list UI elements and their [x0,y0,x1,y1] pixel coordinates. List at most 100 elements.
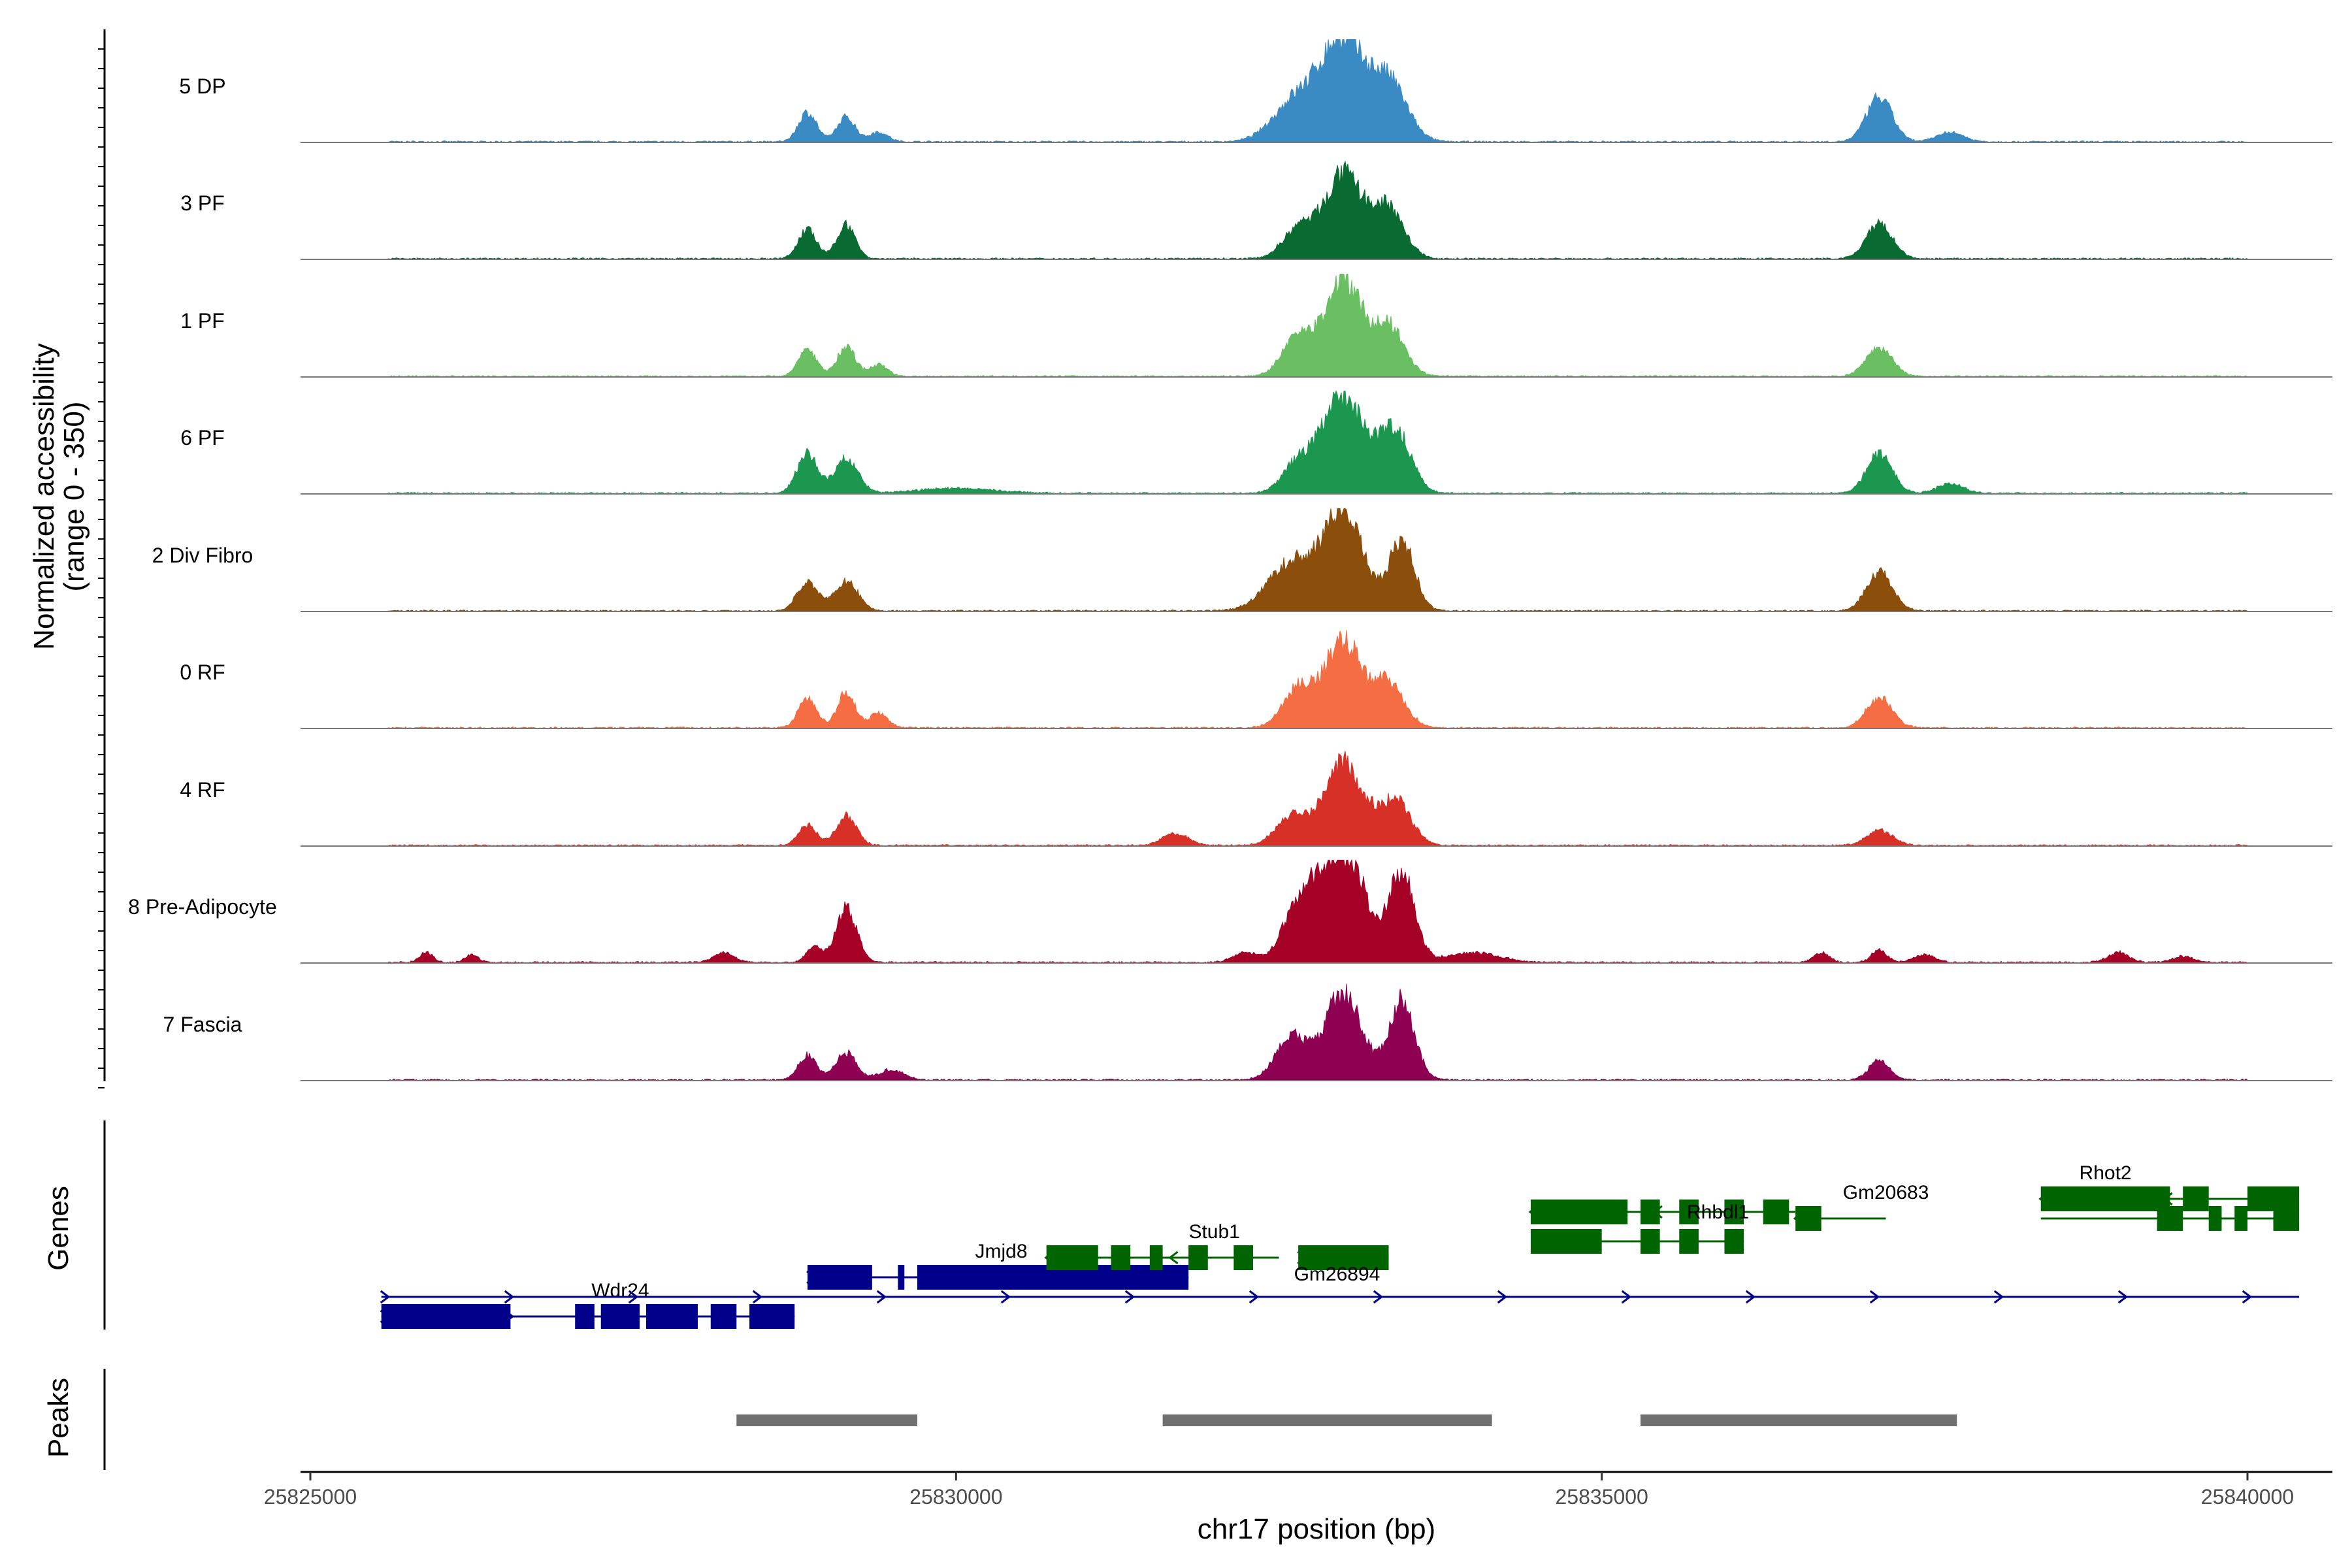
track-8-pre-adipocyte: 8 Pre-Adipocyte [128,858,2332,964]
strand-arrow [876,1290,887,1304]
gene-annotation-panel: Wdr24 Jmjd8 Stub1 Gm26894 Rhbdl1 Gm20683 Rhot2 [103,1120,2300,1330]
x-tick-label: 25830000 [909,1485,1002,1509]
track-label: 3 PF [180,191,225,215]
x-tick-label: 25825000 [264,1485,357,1509]
strand-arrow [1993,1290,2004,1304]
gene-exon [2234,1206,2247,1231]
gene-label: Wdr24 [591,1280,649,1301]
gene-label: Jmjd8 [975,1241,1028,1262]
peak-bar [1640,1414,1957,1426]
transcript-rhbdl1-tx2 [1530,1229,1744,1254]
gene-exon [1188,1245,1208,1270]
gene-exon [1763,1200,1789,1224]
gene-exon [645,1304,698,1329]
x-axis: 25825000 25830000 25835000 25840000 [264,1471,2332,1509]
gene-label: Rhot2 [2080,1162,2132,1184]
gene-label: Gm26894 [1294,1264,1380,1285]
coverage-area [310,39,2249,143]
gene-exon [1530,1229,1602,1254]
gene-rhbdl1: Rhbdl1 [1528,1200,1796,1224]
track-label: 5 DP [179,74,225,98]
gene-exon [1679,1229,1699,1254]
coverage-area [310,751,2248,847]
gene-gm26894: Gm26894 [1294,1245,1389,1285]
peaks-axis-title: Peaks [42,1378,74,1458]
strand-arrow [2242,1290,2253,1304]
track-label: 4 RF [180,778,225,802]
gene-exon [1724,1200,1744,1224]
gene-gm20683: Gm20683 [1793,1182,1929,1231]
gene-label: Rhbdl1 [1687,1201,1749,1223]
track-4-rf: 4 RF [180,751,2332,847]
gene-exon [575,1304,595,1329]
gene-label: Gm20683 [1843,1182,1929,1203]
strand-arrow [380,1290,391,1304]
strand-arrow [1000,1290,1011,1304]
gene-exon [381,1304,511,1329]
gene-exon [1233,1245,1253,1270]
gene-wdr24-long [380,1290,2300,1304]
gene-exon [1298,1245,1389,1270]
strand-arrow [1124,1290,1135,1304]
gene-exon [1046,1245,1098,1270]
x-tick-label: 25840000 [2201,1485,2294,1509]
track-7-fascia: 7 Fascia [163,983,2332,1081]
coverage-area [310,983,2248,1081]
strand-arrow [1745,1290,1756,1304]
coverage-area [310,630,2248,729]
track-label: 7 Fascia [163,1013,242,1036]
gene-exon [1795,1206,1821,1231]
gene-exon [898,1265,905,1290]
gene-exon [1640,1200,1660,1224]
track-1-pf: 1 PF [180,274,2332,378]
track-label: 0 RF [180,661,225,684]
gene-stub1: Stub1 [1044,1221,1279,1270]
track-6-pf: 6 PF [180,390,2332,495]
strand-arrow [504,1290,515,1304]
strand-arrow [1373,1290,1384,1304]
track-0-rf: 0 RF [180,630,2332,729]
gene-exon [2040,1186,2170,1211]
gene-exon [2273,1206,2300,1231]
gene-exon [1111,1245,1131,1270]
transcript-rhot2-tx2 [2040,1206,2300,1231]
gene-exon [600,1304,640,1329]
gene-wdr24: Wdr24 [380,1280,795,1329]
gene-exon [808,1265,872,1290]
track-label: 8 Pre-Adipocyte [128,895,277,919]
gene-exon [1724,1229,1744,1254]
gene-exon [710,1304,737,1329]
strand-arrow [1869,1290,1880,1304]
gene-exon [2157,1206,2183,1231]
strand-arrow [1621,1290,1632,1304]
y-axis-title-line1: Normalized accessibility [28,343,60,649]
coverage-area [310,390,2248,495]
genes-axis-title: Genes [42,1186,74,1271]
track-label: 1 PF [180,309,225,333]
coverage-tracks: 5 DP 3 PF 1 PF 6 PF 2 Div Fibro 0 RF 4 RF 8 Pre… [98,29,2332,1088]
gene-exon [2183,1186,2209,1211]
track-label: 2 Div Fibro [152,544,253,567]
track-3-pf: 3 PF [180,160,2332,260]
coverage-area [310,160,2248,260]
strand-arrow [752,1290,763,1304]
x-axis-title: chr17 position (bp) [1198,1513,1435,1545]
gene-exon [2208,1206,2222,1231]
track-5-dp: 5 DP [179,39,2332,143]
strand-arrow [1497,1290,1508,1304]
coverage-area [310,508,2249,612]
gene-exon [1530,1200,1628,1224]
gene-exon [1679,1200,1699,1224]
gene-label: Stub1 [1188,1221,1239,1243]
gene-exon [1640,1229,1660,1254]
strand-arrow [2117,1290,2129,1304]
y-axis-title-line2: (range 0 - 350) [58,401,90,591]
x-tick-label: 25835000 [1555,1485,1648,1509]
peaks-panel [103,1369,1957,1470]
strand-arrow [1168,1250,1179,1265]
coverage-area [310,858,2249,964]
strand-arrow [1249,1290,1260,1304]
gene-exon [749,1304,795,1329]
coverage-area [310,274,2249,378]
